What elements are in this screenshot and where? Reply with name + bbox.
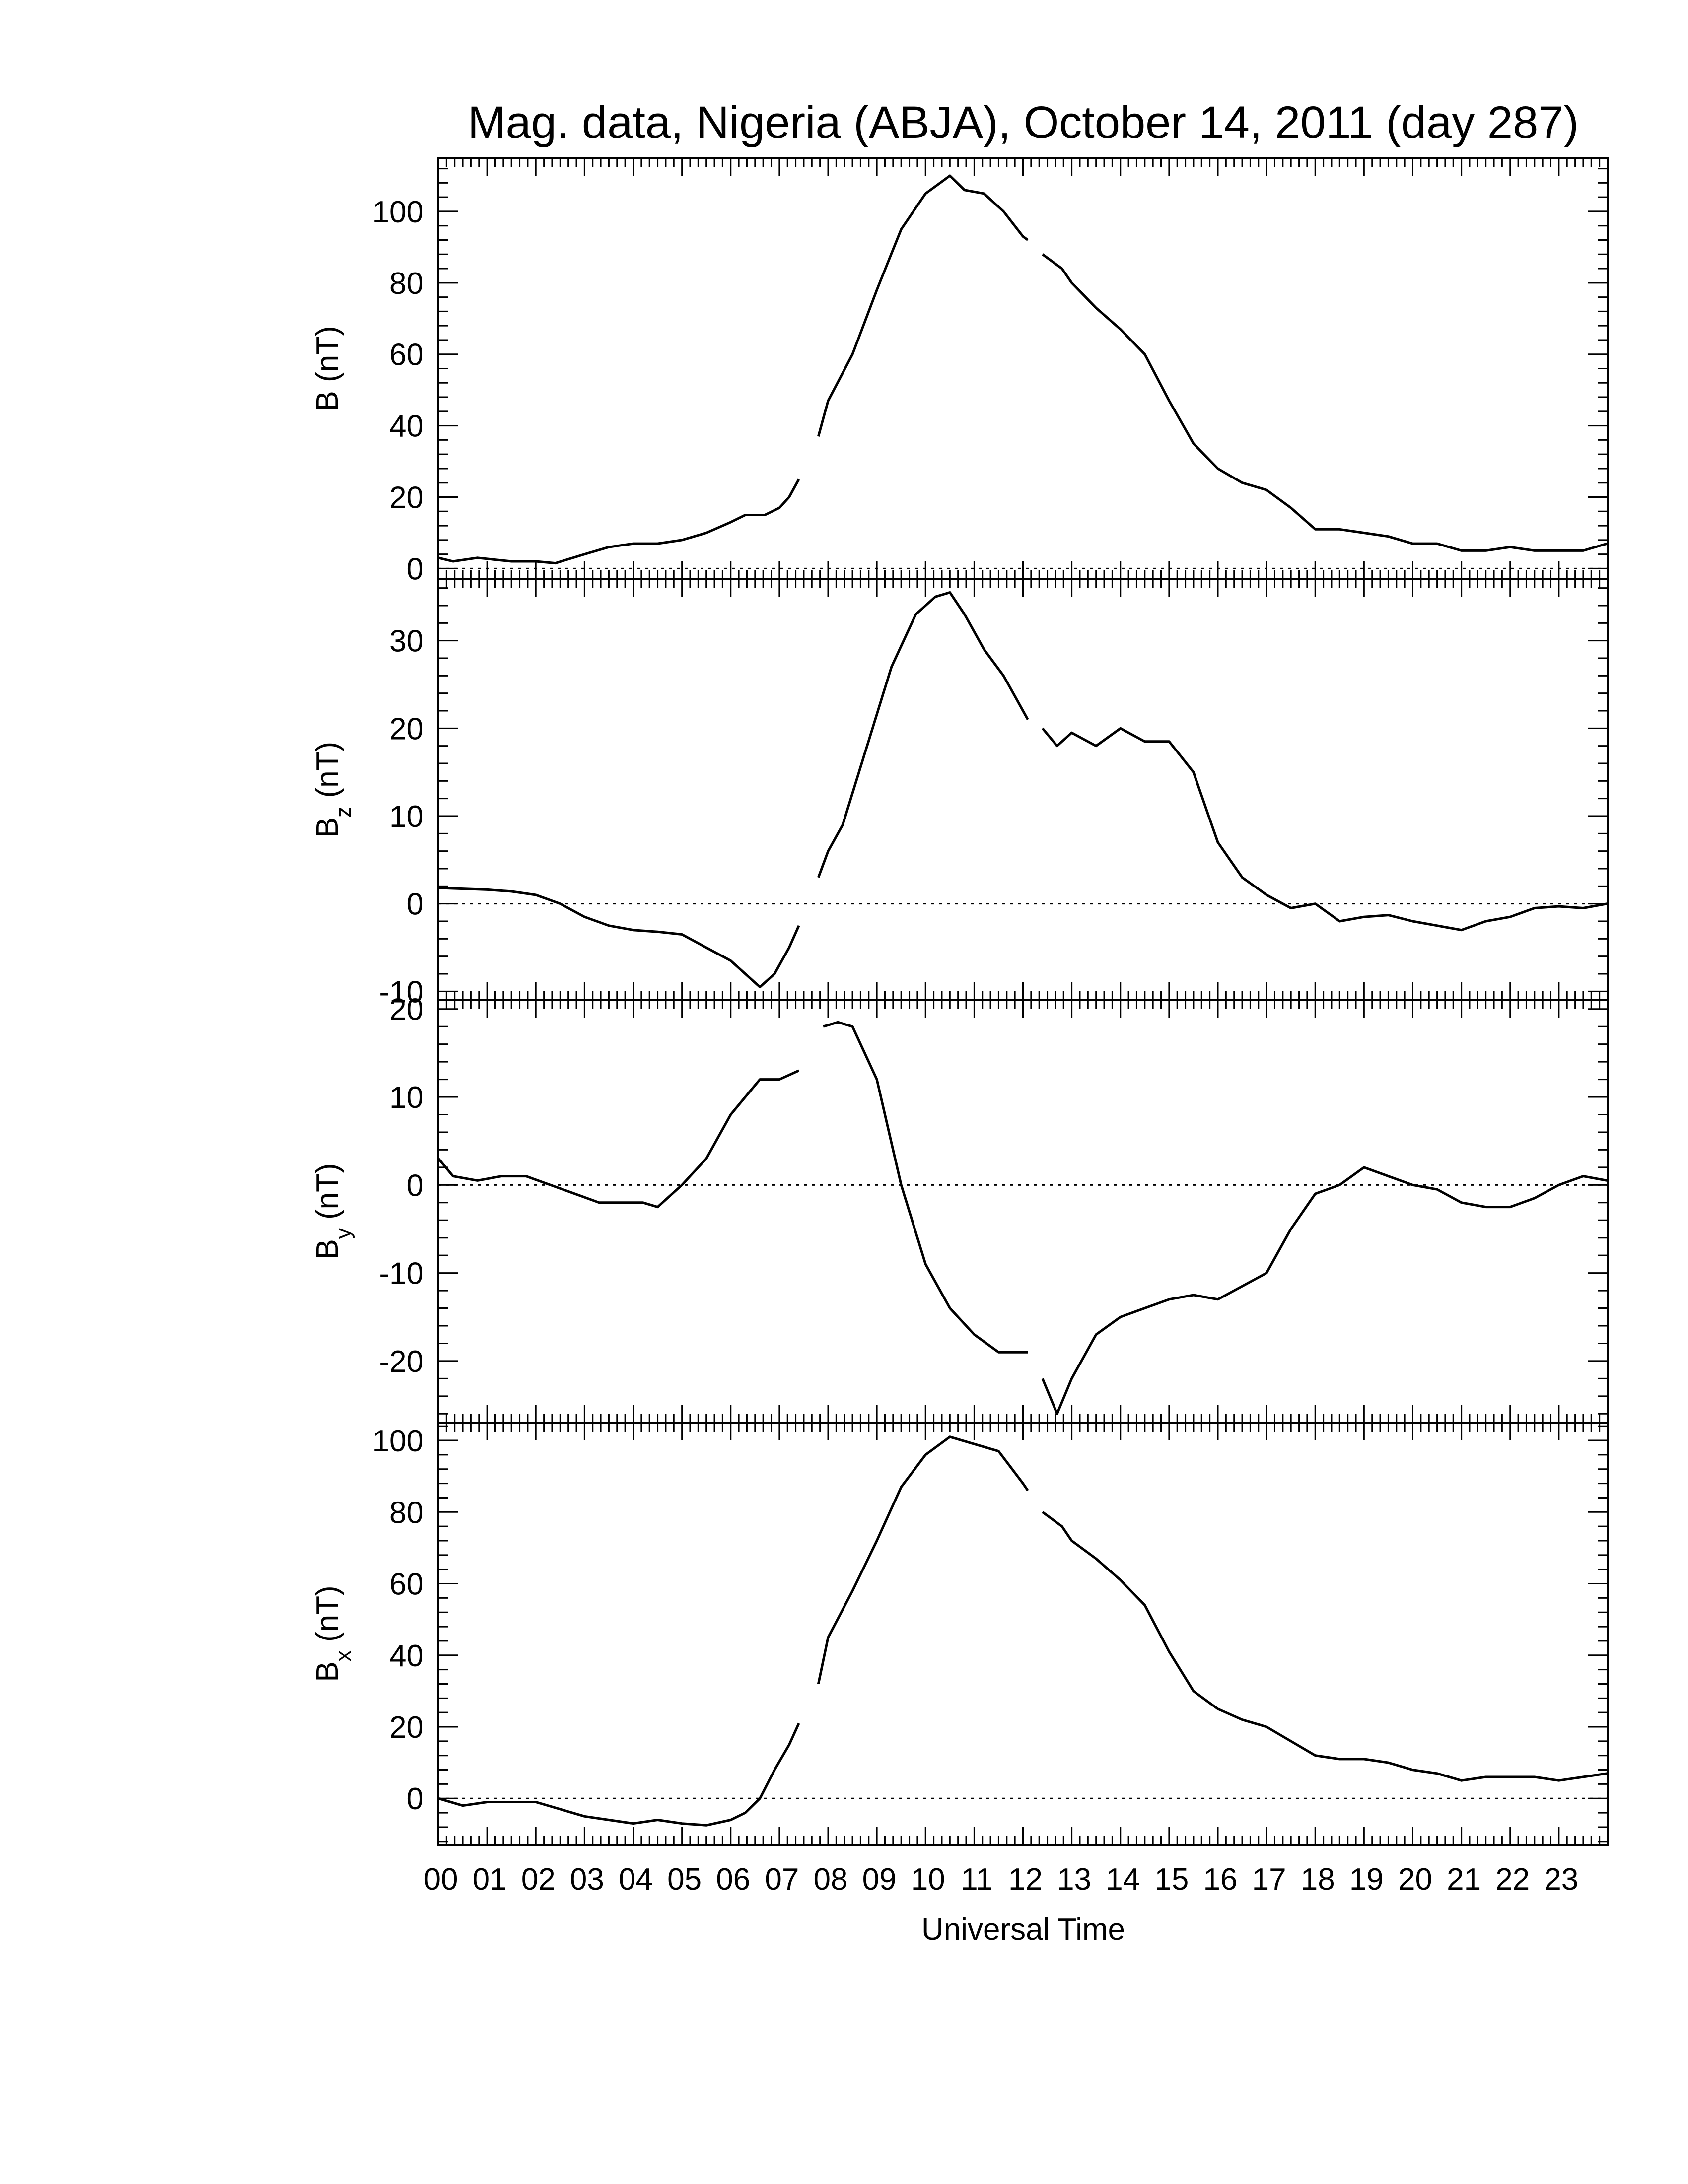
y-axis-title-unit: (nT) <box>310 742 345 807</box>
x-tick-label: 18 <box>1301 1862 1335 1897</box>
y-tick-label: -10 <box>379 975 423 1009</box>
y-tick-label: 0 <box>407 552 423 586</box>
y-axis-title-main: B <box>310 1239 345 1259</box>
y-axis-title: B (nT) <box>310 326 345 411</box>
y-axis-title-subscript: z <box>331 807 355 818</box>
x-tick-label: 20 <box>1398 1862 1432 1897</box>
x-tick-label: 13 <box>1057 1862 1091 1897</box>
x-tick-label: 22 <box>1495 1862 1530 1897</box>
x-axis-title: Universal Time <box>921 1912 1125 1947</box>
y-tick-label: 10 <box>389 1081 423 1115</box>
x-tick-label: 16 <box>1203 1862 1238 1897</box>
y-axis-title-unit: (nT) <box>310 326 345 391</box>
y-axis-title: By (nT) <box>310 1163 355 1259</box>
y-tick-label: 30 <box>389 624 423 659</box>
y-tick-label: 40 <box>389 410 423 444</box>
x-tick-label: 15 <box>1154 1862 1189 1897</box>
y-tick-label: 20 <box>389 993 423 1027</box>
panel-b: 0 20 40 60 80 100 B (nT) <box>310 157 1609 586</box>
y-tick-label: -20 <box>379 1345 423 1379</box>
x-tick-label: 03 <box>570 1862 604 1897</box>
x-tick-label: 04 <box>619 1862 653 1897</box>
y-tick-label: 100 <box>372 1424 423 1458</box>
panel-bz: -10 0 10 20 30 Bz (nT) <box>310 578 1609 1009</box>
x-tick-label: 10 <box>911 1862 945 1897</box>
x-tick-label: 11 <box>961 1862 992 1897</box>
y-tick-label: 10 <box>389 800 423 834</box>
x-tick-label: 06 <box>716 1862 750 1897</box>
y-axis-title-main: B <box>310 1661 345 1682</box>
y-tick-label: 20 <box>389 712 423 746</box>
series-line-b <box>438 174 1608 565</box>
y-tick-label: 40 <box>389 1639 423 1673</box>
y-tick-label: 20 <box>389 1710 423 1745</box>
y-tick-label: 0 <box>407 1782 423 1816</box>
series-line-by <box>437 1021 1608 1415</box>
y-axis-title-unit: (nT) <box>310 1163 345 1228</box>
y-tick-label: -10 <box>379 1257 423 1291</box>
figure-title: Mag. data, Nigeria (ABJA), October 14, 2… <box>468 97 1579 148</box>
x-tick-label: 05 <box>667 1862 702 1897</box>
y-axis-title-unit: (nT) <box>310 1585 345 1650</box>
y-axis-title-subscript: x <box>331 1650 355 1661</box>
y-tick-label: 0 <box>407 887 423 922</box>
x-tick-label: 19 <box>1349 1862 1384 1897</box>
y-axis-title-main: B <box>310 818 345 838</box>
x-tick-label: 14 <box>1106 1862 1140 1897</box>
x-tick-label: 12 <box>1008 1862 1043 1897</box>
y-axis-title-subscript: y <box>331 1228 355 1239</box>
x-tick-label: 07 <box>765 1862 799 1897</box>
y-axis-title: Bx (nT) <box>310 1585 355 1682</box>
x-tick-label: 00 <box>424 1862 458 1897</box>
x-tick-label: 02 <box>521 1862 556 1897</box>
y-axis-title-main: B <box>310 391 345 411</box>
y-tick-label: 80 <box>389 267 423 301</box>
x-tick-label: 17 <box>1252 1862 1286 1897</box>
y-tick-label: 20 <box>389 481 423 515</box>
y-tick-label: 60 <box>389 338 423 372</box>
y-tick-label: 80 <box>389 1496 423 1530</box>
series-line-bz <box>438 591 1608 988</box>
y-tick-label: 60 <box>389 1568 423 1602</box>
panel-bx: 0 20 40 60 80 100 Bx (nT) 00 01 02 03 04 05 06 07 08 09 1… <box>310 1422 1609 1897</box>
y-axis-title: Bz (nT) <box>310 742 355 838</box>
series-line-bx <box>438 1435 1608 1827</box>
x-tick-label: 08 <box>814 1862 848 1897</box>
y-tick-label: 0 <box>407 1168 423 1203</box>
x-tick-label: 01 <box>473 1862 507 1897</box>
x-tick-label: 21 <box>1447 1862 1481 1897</box>
x-tick-label: 23 <box>1544 1862 1578 1897</box>
x-tick-label: 09 <box>862 1862 897 1897</box>
y-tick-label: 100 <box>372 195 423 229</box>
